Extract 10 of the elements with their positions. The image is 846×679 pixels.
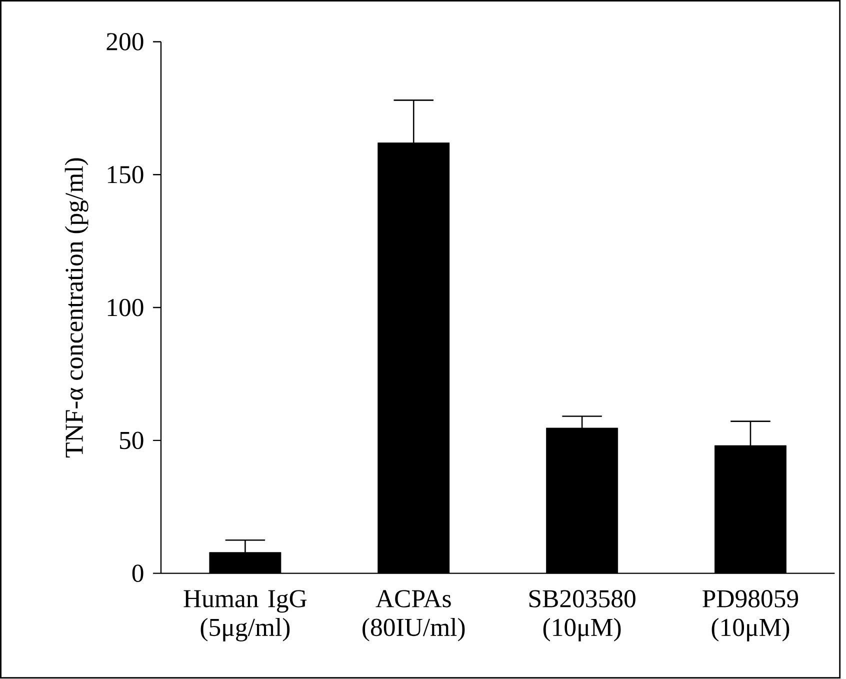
y-axis-title: TNF-α concentration (pg/ml) [64,158,88,458]
x-tick-label: Human IgG (5μg/ml) [184,590,307,642]
y-tick-label: 200 [106,33,144,51]
x-tick-label: ACPAs (80IU/ml) [362,590,465,642]
y-tick-label: 100 [108,298,144,316]
x-tick-label: SB203580 (10μM) [529,590,636,642]
x-tick-label: PD98059 (10μM) [702,590,798,642]
y-tick-label: 50 [120,432,144,450]
y-tick-label: 150 [108,166,144,184]
y-tick-label: 0 [132,564,144,582]
